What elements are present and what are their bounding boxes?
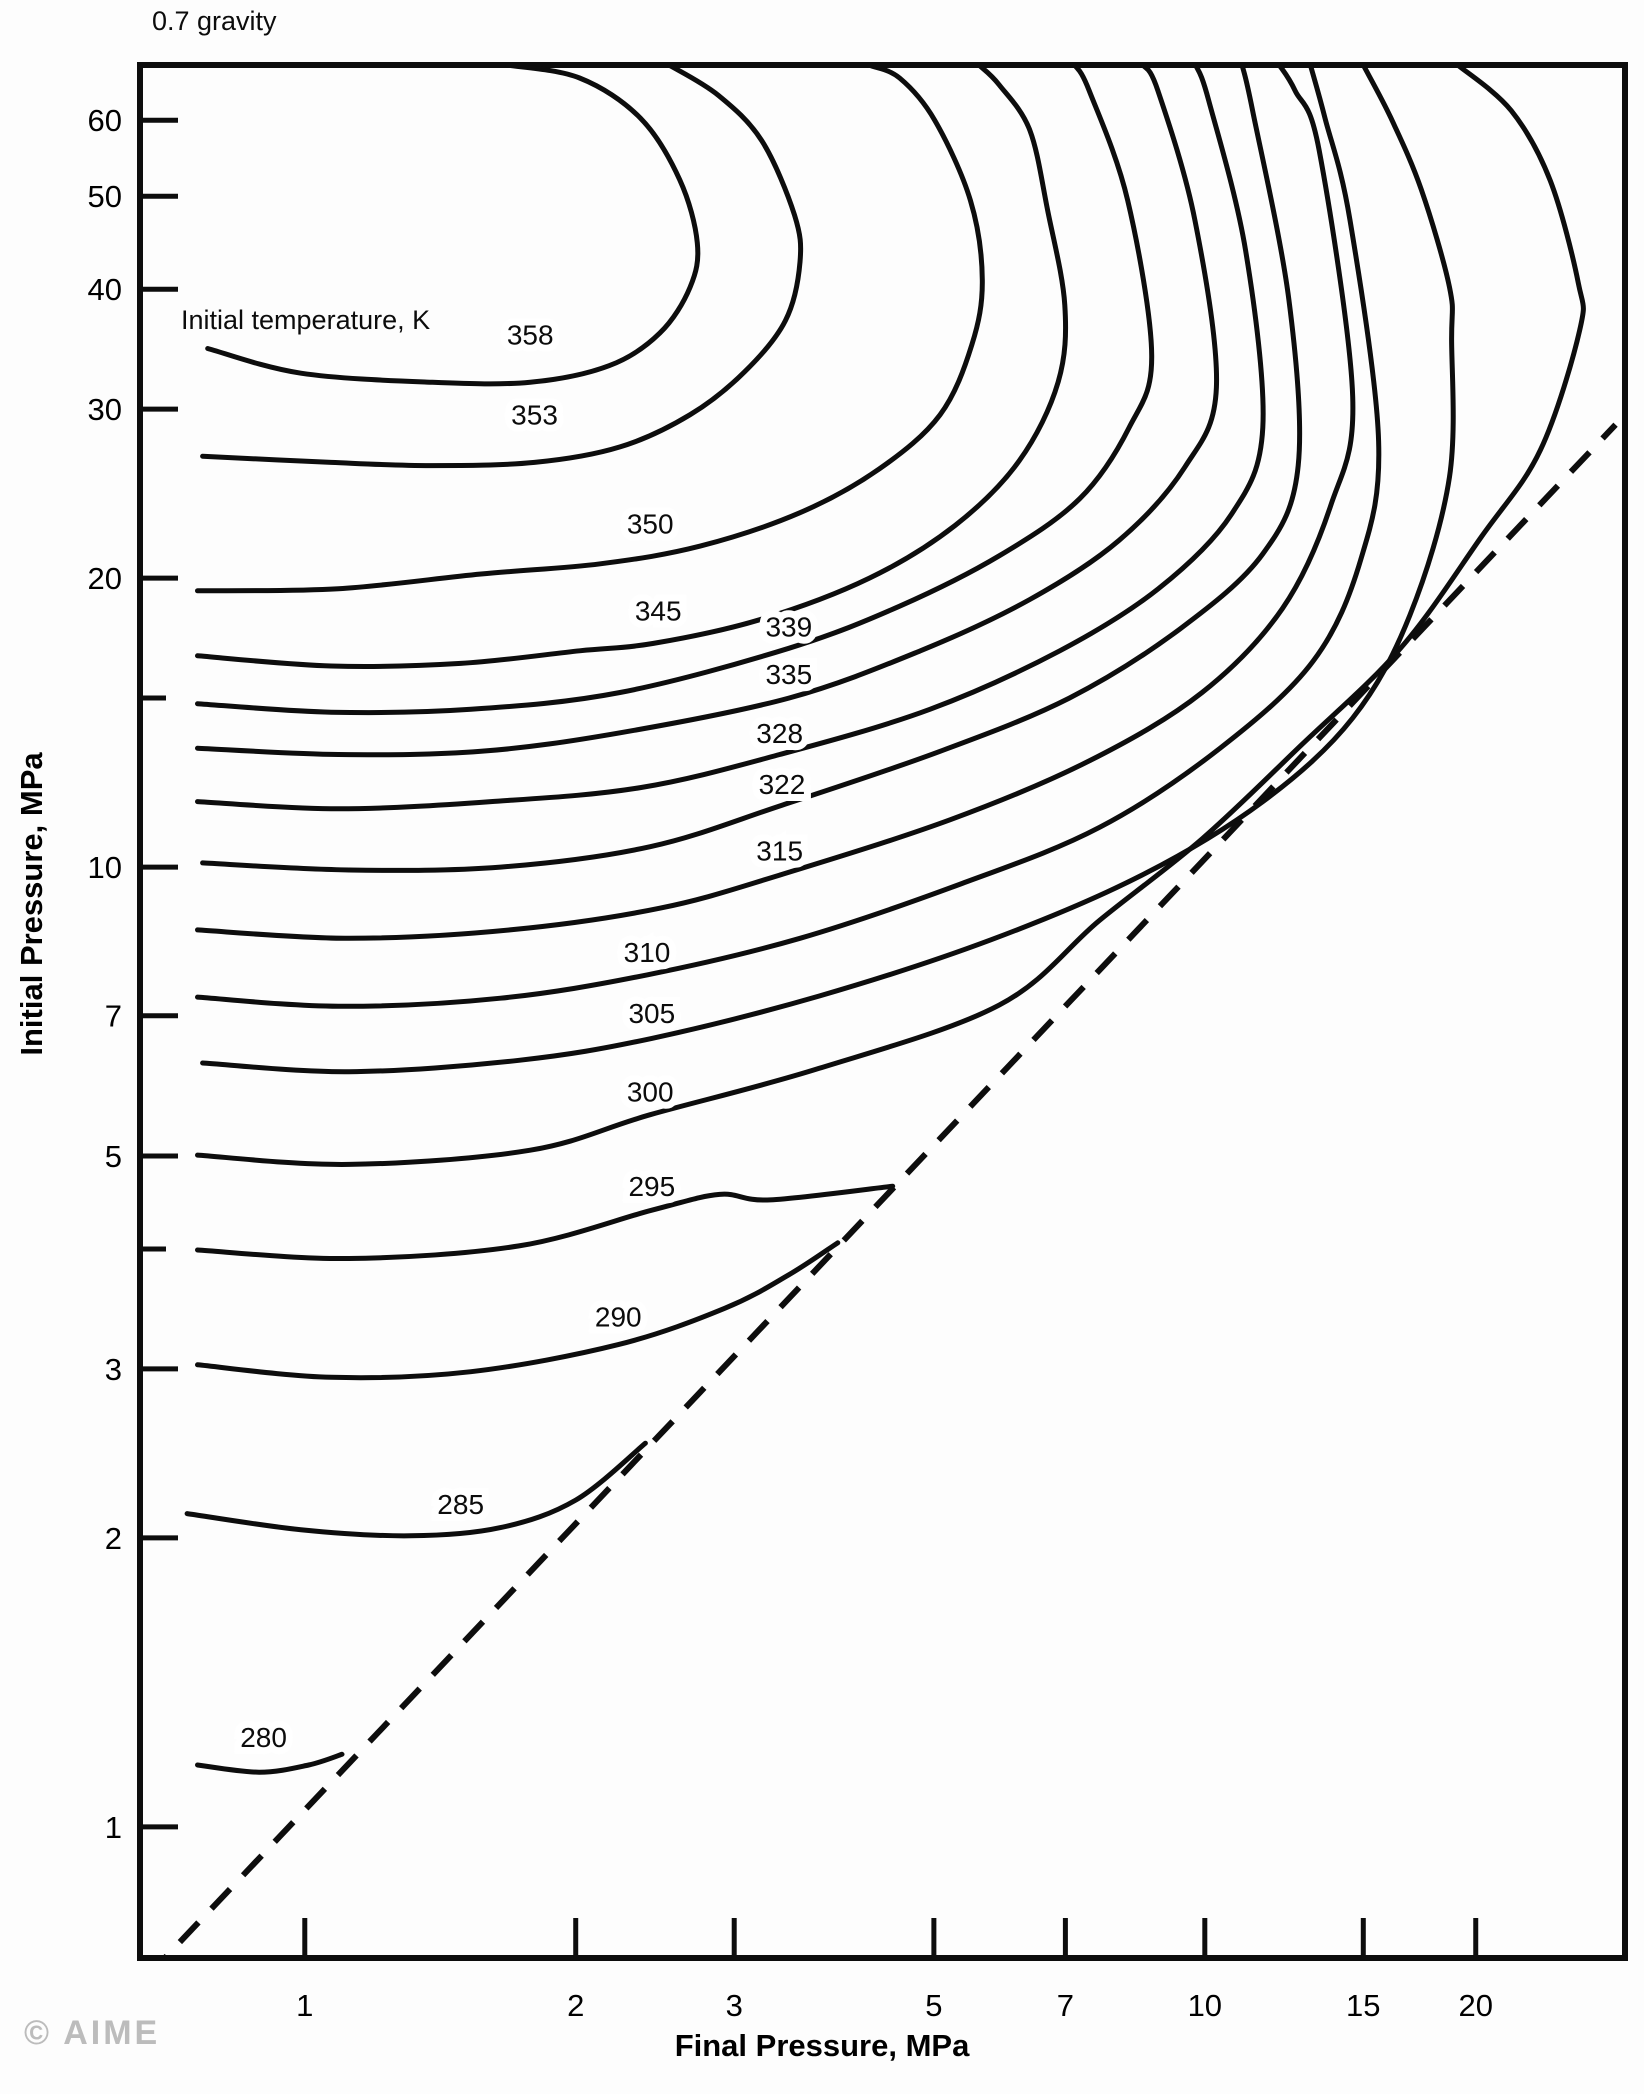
contour-line-350 (195, 65, 985, 594)
contour-label-305: 305 (628, 998, 675, 1029)
identity-dashed-line (160, 422, 1618, 1958)
contour-label-350: 350 (627, 509, 674, 540)
contour-line-305 (200, 65, 1456, 1075)
y-tick-label: 40 (88, 272, 122, 307)
plot-area: 280 285 290 295 300 305 310 315 322 328 335 339 345 3… (160, 65, 1618, 1958)
y-tick-label: 1 (105, 1810, 122, 1845)
contour-label-322: 322 (759, 769, 806, 800)
contour-line-335 (195, 65, 1220, 758)
contour-label-339: 339 (765, 612, 812, 643)
y-tick-label: 60 (88, 103, 122, 138)
y-tick-label: 2 (105, 1521, 122, 1556)
y-tick-label: 10 (88, 850, 122, 885)
contour-line-358 (205, 65, 701, 387)
contour-line-310 (195, 65, 1382, 1009)
contour-line-290 (195, 1240, 841, 1381)
contour-line-285 (184, 1440, 648, 1539)
x-tick-label: 1 (296, 1988, 313, 2023)
y-tick-label: 7 (105, 999, 122, 1034)
contour-label-328: 328 (756, 718, 803, 749)
contour-label-295: 295 (628, 1171, 675, 1202)
x-tick-label: 2 (567, 1988, 584, 2023)
contour-label-285: 285 (437, 1489, 484, 1520)
y-tick-label: 5 (105, 1139, 122, 1174)
contour-line-280 (195, 1751, 345, 1775)
x-tick-label: 15 (1346, 1988, 1380, 2023)
y-axis-title: Initial Pressure, MPa (14, 752, 49, 1056)
contour-line-300 (195, 65, 1586, 1167)
contour-label-315: 315 (756, 836, 803, 867)
y-tick-label: 50 (88, 179, 122, 214)
contour-label-358: 358 (507, 319, 554, 350)
contour-line-345 (195, 65, 1069, 669)
chart-title: 0.7 gravity (152, 6, 277, 36)
contour-label-345: 345 (635, 596, 682, 627)
contour-line-339 (195, 65, 1155, 716)
watermark: © AIME (24, 2014, 161, 2052)
contour-line-295 (195, 1183, 896, 1262)
y-tick-label: 20 (88, 561, 122, 596)
y-tick-label: 30 (88, 392, 122, 427)
plot-border (137, 62, 1628, 1961)
contour-label-353: 353 (511, 400, 558, 431)
x-tick-label: 20 (1459, 1988, 1493, 2023)
contour-label-310: 310 (624, 937, 671, 968)
x-axis-title: Final Pressure, MPa (674, 2028, 970, 2063)
contour-line-328 (195, 65, 1266, 812)
y-tick-label: 3 (105, 1352, 122, 1387)
contour-label-335: 335 (765, 659, 812, 690)
x-tick-label: 5 (925, 1988, 942, 2023)
contour-label-280: 280 (240, 1722, 287, 1753)
contour-label-300: 300 (627, 1076, 674, 1107)
x-tick-label: 3 (726, 1988, 743, 2023)
contour-label-290: 290 (595, 1302, 642, 1333)
contour-set-label: Initial temperature, K (181, 305, 431, 335)
x-tick-label: 7 (1057, 1988, 1074, 2023)
x-tick-label: 10 (1188, 1988, 1222, 2023)
contour-line-353 (200, 65, 804, 469)
contour-line-315 (195, 65, 1356, 941)
contour-line-322 (200, 65, 1303, 873)
